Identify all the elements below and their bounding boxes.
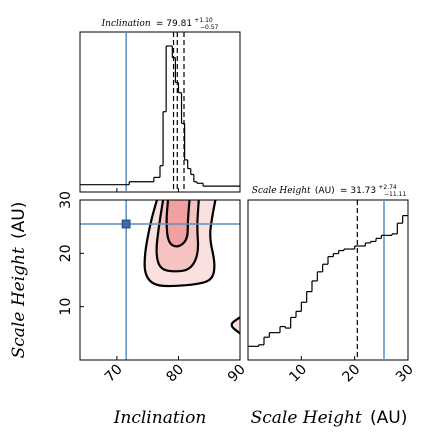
scale-height-x-tick-label: 20 [340,362,364,386]
contour-x-tick-label: 70 [102,362,126,386]
contour-inner [165,200,191,248]
contour-x-tick-label: 90 [225,362,249,386]
scale-height-x-tick-label: 10 [286,362,310,386]
y-axis-title-scale-height: Scale Height (AU) [9,202,29,359]
contour-frame [79,199,241,361]
contour-y-tick-label: 20 [58,244,74,262]
contour-layer [143,200,240,335]
contour-y-tick-label: 30 [58,191,74,209]
scale-height-title-param: Scale Height [252,186,311,196]
inclination-title-param: Inclination [101,19,151,29]
scale-height-x-tick-label: 30 [393,362,417,386]
scale-height-histogram-frame [247,199,409,361]
scale-height-title-sup: +2.74 [378,184,397,191]
scale-height-histogram-panel: Scale Height (AU) = 31.73 +2.74 −11.11 1… [247,181,417,386]
scale-height-title-value: = 31.73 [340,186,376,196]
x-axis-title-scale-height-param: Scale Height [251,408,362,428]
y-axis-title-unit: (AU) [9,202,29,239]
y-axis-title-param: Scale Height [9,247,29,358]
x-axis-title-scale-height-unit: (AU) [370,408,407,428]
contour-y-tick-label: 10 [58,298,74,316]
x-axis-title-scale-height: Scale Height (AU) [251,408,408,428]
joint-contour-panel: 70 80 90 10 20 30 [58,191,249,385]
contour-x-tick-label: 80 [163,362,187,386]
scale-height-title-unit: (AU) [315,186,335,196]
x-axis-title-inclination: Inclination [113,408,207,428]
scale-height-title-sub: −11.11 [384,191,406,198]
scale-height-histogram-title: Scale Height (AU) = 31.73 +2.74 −11.11 [252,181,407,198]
inclination-title-sub: −0.57 [200,24,219,31]
inclination-histogram-title: Inclination = 79.81 +1.10 −0.57 [101,14,219,31]
inclination-title-sup: +1.10 [194,17,213,24]
inclination-title-value: = 79.81 [156,19,192,29]
contour-islet [230,316,240,335]
contour-truth-marker [121,219,131,229]
inclination-histogram-panel: Inclination = 79.81 +1.10 −0.57 [79,14,241,193]
